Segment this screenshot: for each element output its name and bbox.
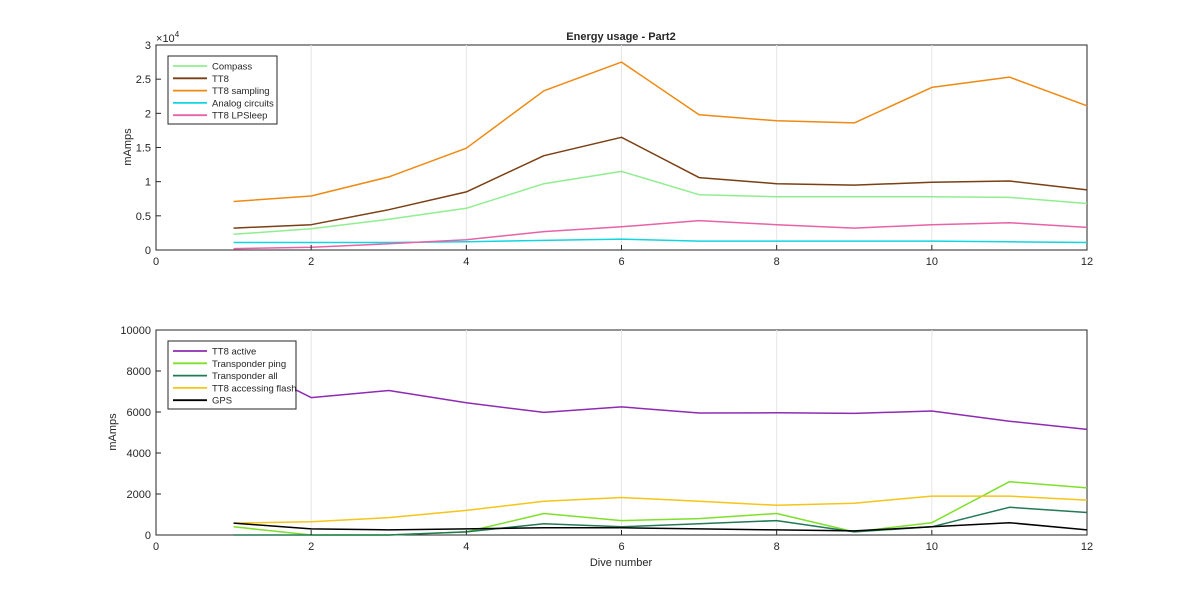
- top-y-tick-label: 1: [145, 177, 151, 189]
- bottom-legend-label: TT8 active: [212, 347, 256, 358]
- top-y-tick-label: 0: [145, 245, 151, 257]
- bottom-series-line-3: [233, 506, 1088, 536]
- top-y-tick-label: 1.5: [136, 143, 151, 155]
- bottom-y-tick-label: 2000: [127, 489, 151, 501]
- top-y-tick-label: 2: [145, 108, 151, 120]
- top-series-lines: [233, 61, 1088, 250]
- bottom-series-line-1: [233, 358, 1088, 431]
- top-chart-panel: 0 2 4 6 8 10 12 0 0.5 1 1.5 2 2.5 3 Energy usage - P…: [122, 30, 1093, 268]
- bottom-y-tick-label: 6000: [127, 407, 151, 419]
- top-series-line-2: [233, 136, 1088, 229]
- bottom-x-ticks: 0 2 4 6 8 10 12: [153, 530, 1093, 553]
- top-x-tick-label: 10: [926, 256, 938, 268]
- top-legend-label: Compass: [212, 62, 252, 73]
- bottom-y-tick-label: 0: [145, 530, 151, 542]
- bottom-x-tick-label: 6: [618, 541, 624, 553]
- bottom-x-tick-label: 0: [153, 541, 159, 553]
- top-series-line-3: [233, 61, 1088, 203]
- bottom-legend-label: TT8 accessing flash: [212, 383, 296, 394]
- top-x-tick-label: 6: [618, 256, 624, 268]
- top-x-tick-label: 4: [463, 256, 469, 268]
- bottom-legend-label: GPS: [212, 396, 232, 407]
- bottom-grid: [310, 330, 933, 535]
- bottom-y-tick-label: 4000: [127, 448, 151, 460]
- bottom-x-tick-label: 4: [463, 541, 469, 553]
- bottom-x-tick-label: 12: [1081, 541, 1093, 553]
- bottom-y-tick-label: 10000: [120, 325, 151, 337]
- top-x-ticks: 0 2 4 6 8 10 12: [153, 245, 1093, 268]
- bottom-y-axis-label: mAmps: [107, 413, 119, 451]
- bottom-x-tick-label: 10: [926, 541, 938, 553]
- top-x-tick-label: 8: [774, 256, 780, 268]
- bottom-chart-panel: 0 2 4 6 8 10 12 0 2000 4000 6000 8000 10000 Dive nu…: [107, 325, 1093, 569]
- bottom-legend-label: Transponder ping: [212, 359, 286, 370]
- y-exponent-label: ×104: [156, 30, 180, 45]
- top-x-tick-label: 0: [153, 256, 159, 268]
- top-legend-label: TT8 sampling: [212, 86, 270, 97]
- chart-title: Energy usage - Part2: [566, 31, 675, 43]
- top-x-tick-label: 2: [308, 256, 314, 268]
- bottom-series-line-4: [233, 495, 1088, 524]
- top-series-line-1: [233, 170, 1088, 236]
- y-exponent-power: 4: [175, 30, 180, 39]
- bottom-series-lines: [233, 358, 1088, 536]
- top-y-tick-label: 0.5: [136, 211, 151, 223]
- bottom-series-line-5: [233, 521, 1088, 532]
- top-y-tick-label: 2.5: [136, 74, 151, 86]
- top-y-axis-label: mAmps: [122, 128, 134, 166]
- top-x-tick-label: 12: [1081, 256, 1093, 268]
- bottom-y-ticks: 0 2000 4000 6000 8000 10000: [120, 325, 161, 542]
- bottom-legend-label: Transponder all: [212, 371, 278, 382]
- top-legend-label: TT8 LPSleep: [212, 111, 267, 122]
- bottom-x-tick-label: 8: [774, 541, 780, 553]
- top-series-line-5: [233, 219, 1088, 250]
- y-exponent-prefix: ×: [156, 33, 162, 45]
- top-legend-label: Analog circuits: [212, 98, 274, 109]
- top-y-tick-label: 3: [145, 40, 151, 52]
- top-y-ticks: 0 0.5 1 1.5 2 2.5 3: [136, 40, 161, 257]
- bottom-y-tick-label: 8000: [127, 366, 151, 378]
- x-axis-label: Dive number: [590, 557, 653, 569]
- top-series-line-4: [233, 238, 1088, 244]
- y-exponent-base: 10: [162, 33, 174, 45]
- bottom-x-tick-label: 2: [308, 541, 314, 553]
- top-legend-label: TT8: [212, 74, 229, 85]
